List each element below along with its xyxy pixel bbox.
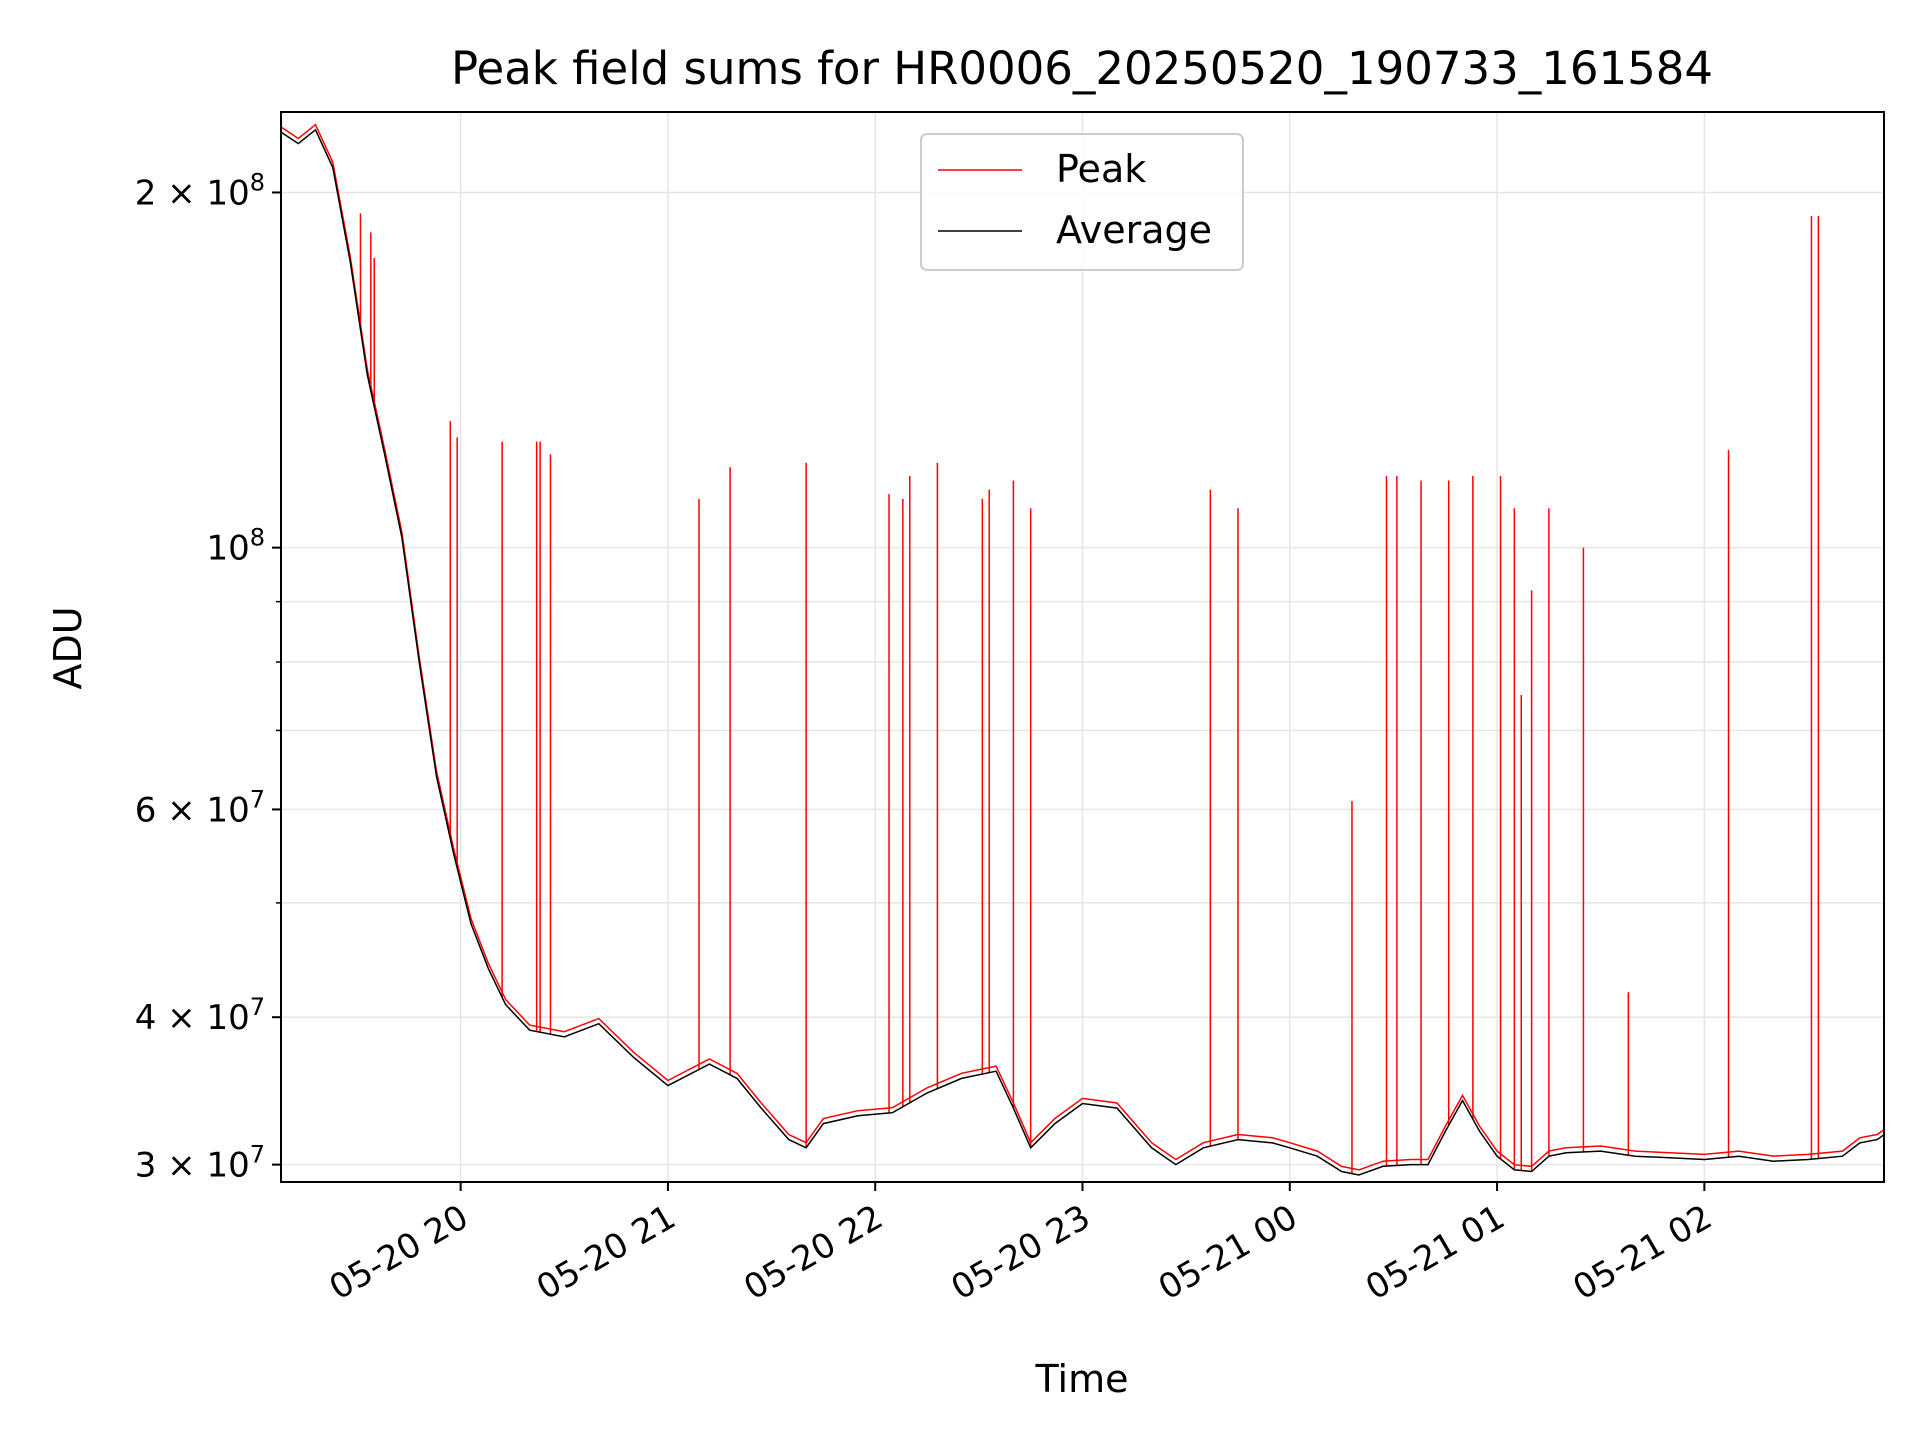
y-tick-label: 2 × 108 (135, 168, 265, 213)
x-axis-label: Time (1035, 1357, 1129, 1401)
legend-box (920, 133, 1244, 271)
grid (281, 112, 1884, 1182)
legend-label-average: Average (1056, 208, 1212, 252)
y-tick-label: 4 × 107 (135, 993, 265, 1038)
legend-label-peak: Peak (1056, 147, 1146, 191)
y-tick-label: 6 × 107 (135, 785, 265, 830)
series-layer (280, 112, 1885, 1176)
y-tick-label: 3 × 107 (135, 1141, 265, 1186)
legend: Peak Average (920, 133, 1244, 271)
y-axis-label: ADU (46, 606, 90, 689)
chart-title: Peak field sums for HR0006_20250520_1907… (451, 42, 1713, 95)
